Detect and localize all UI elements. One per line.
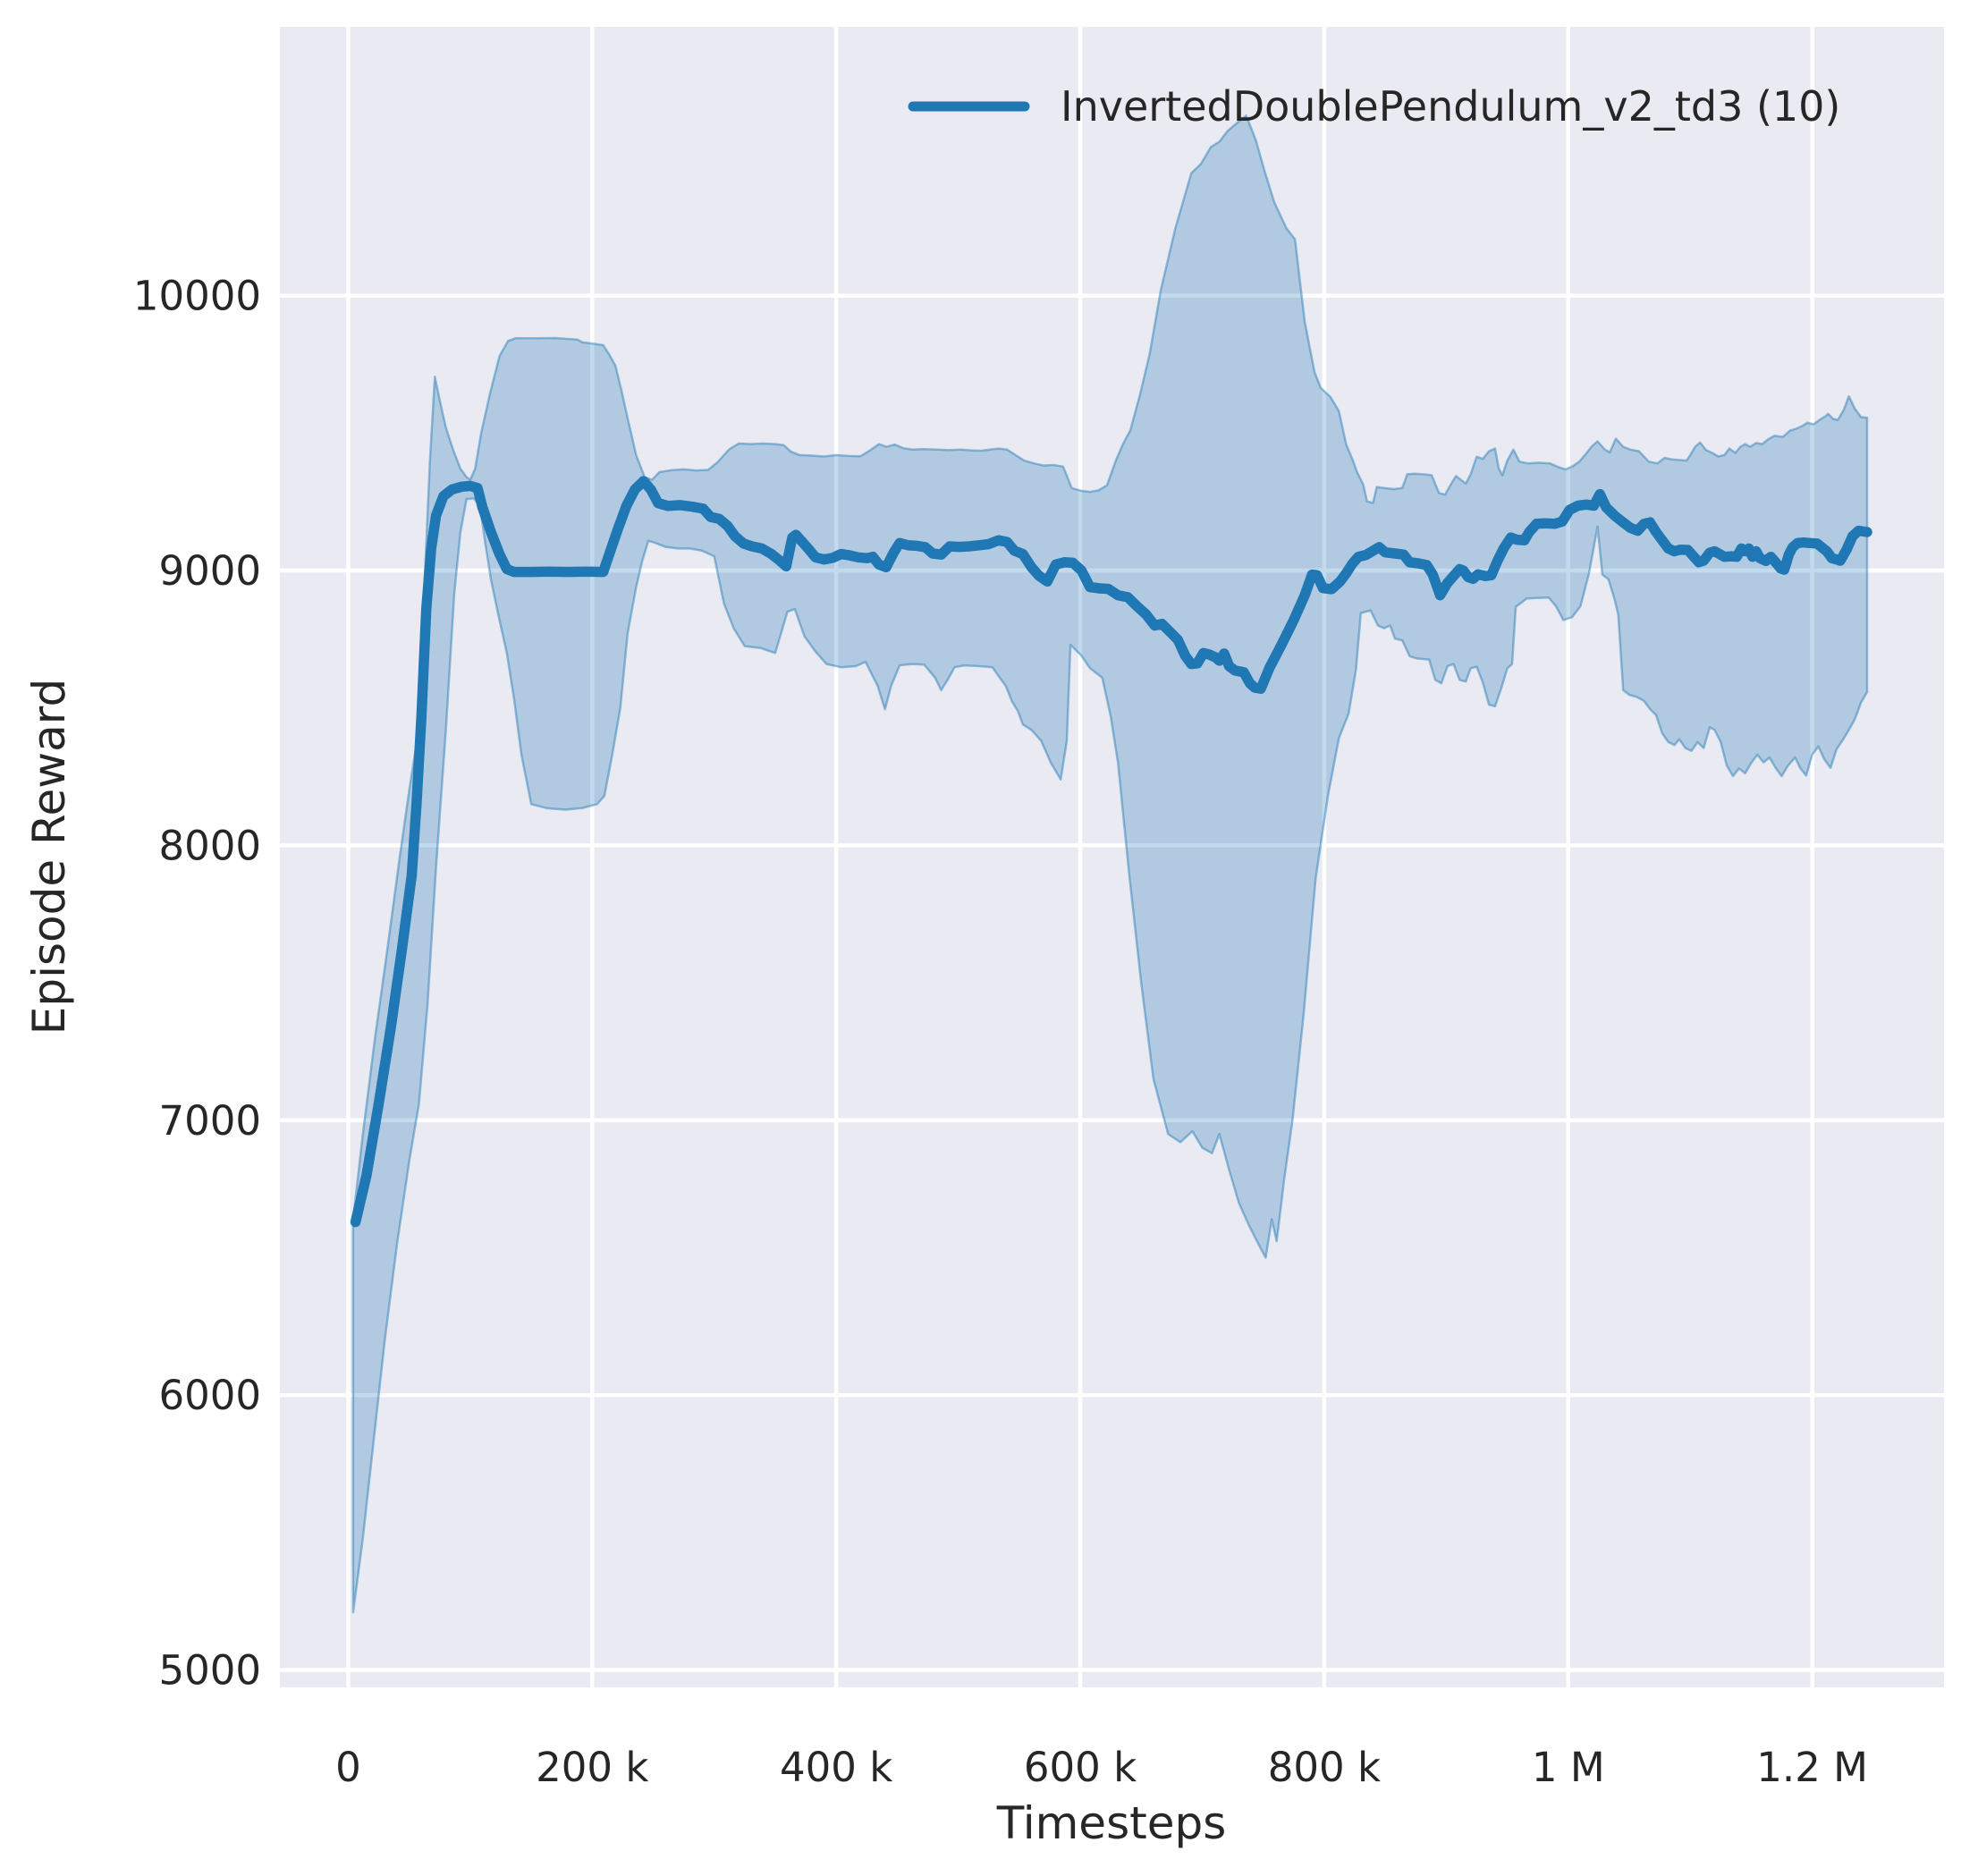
x-tick-label-3: 600 k — [1024, 1744, 1137, 1791]
y-axis-label: Episode Reward — [23, 679, 75, 1035]
y-tick-label-5: 10000 — [133, 273, 261, 320]
y-tick-label-4: 9000 — [158, 547, 261, 595]
y-tick-label-3: 8000 — [158, 822, 261, 869]
y-tick-label-1: 6000 — [158, 1372, 261, 1419]
x-tick-label-6: 1.2 M — [1756, 1744, 1868, 1791]
x-tick-label-4: 800 k — [1268, 1744, 1381, 1791]
y-tick-label-0: 5000 — [158, 1647, 261, 1694]
x-tick-label-0: 0 — [335, 1744, 361, 1791]
x-tick-label-1: 200 k — [536, 1744, 648, 1791]
y-tick-label-2: 7000 — [158, 1097, 261, 1145]
x-tick-label-5: 1 M — [1532, 1744, 1605, 1791]
confidence-band-0 — [351, 114, 1869, 1614]
plot-background-layer — [280, 27, 1944, 1687]
series-line-0 — [350, 476, 1872, 1228]
data-layer — [350, 114, 1872, 1614]
axes-background — [280, 27, 1944, 1687]
legend: InvertedDoublePendulum_v2_td3 (10) — [908, 82, 1840, 131]
legend-label: InvertedDoublePendulum_v2_td3 (10) — [1061, 82, 1840, 131]
tick-label-layer: 0 200 k 400 k 600 k 800 k 1 M 1.2 M 5000 6000 700… — [133, 273, 1868, 1791]
x-tick-label-2: 400 k — [780, 1744, 892, 1791]
x-axis-label: Timesteps — [996, 1797, 1227, 1849]
